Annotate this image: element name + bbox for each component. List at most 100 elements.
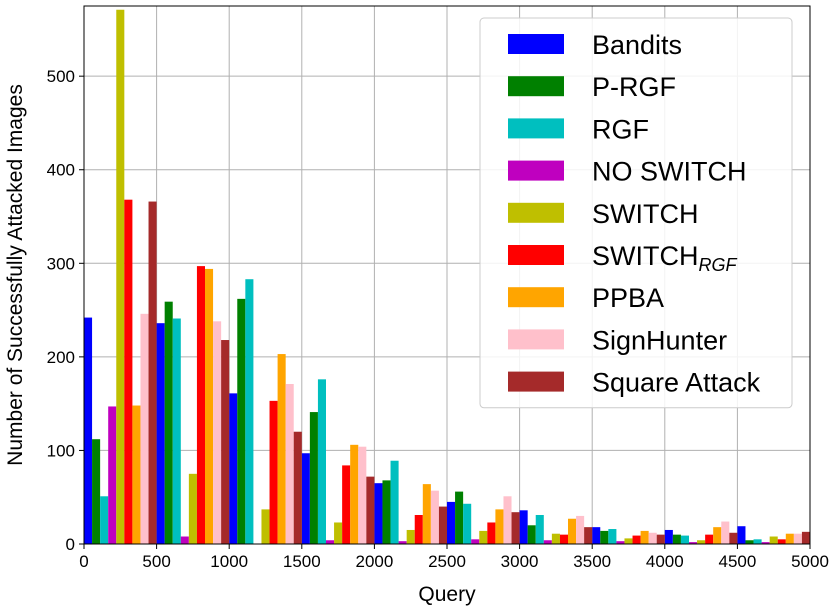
bar-switch-8 xyxy=(697,540,706,544)
bar-ppba-1 xyxy=(205,268,214,544)
bar-p-rgf-0 xyxy=(92,439,101,544)
y-tick-label: 300 xyxy=(47,254,75,273)
bar-switch-rgf-5 xyxy=(487,522,496,544)
bar-switch-rgf-3 xyxy=(342,465,351,544)
bar-switch-3 xyxy=(334,522,343,544)
bar-switch-7 xyxy=(624,538,633,544)
legend-swatch-ppba xyxy=(508,287,564,308)
legend-swatch-switch xyxy=(508,202,564,223)
bar-switch-rgf-1 xyxy=(196,266,205,544)
bar-rgf-4 xyxy=(390,460,399,544)
legend-label-main: P-RGF xyxy=(592,72,676,102)
bar-signhunter-5 xyxy=(503,496,512,544)
legend-label-bandits: Bandits xyxy=(592,30,682,60)
legend: Bandits P-RGF RGF NO SWITCH SWITCH SWITCHRGF P… xyxy=(479,17,793,409)
x-tick-label: 3000 xyxy=(501,552,539,571)
bar-bandits-5 xyxy=(447,501,456,544)
legend-swatch-signhunter xyxy=(508,329,564,350)
bar-square-attack-9 xyxy=(801,531,810,544)
bar-rgf-7 xyxy=(608,529,617,544)
legend-label-switch: SWITCH xyxy=(592,199,698,229)
bar-switch-rgf-7 xyxy=(632,535,641,544)
x-axis-label: Query xyxy=(418,583,476,606)
legend-label-p-rgf: P-RGF xyxy=(592,72,676,102)
bar-p-rgf-8 xyxy=(672,534,681,544)
legend-swatch-switch-rgf xyxy=(508,245,564,265)
bar-p-rgf-7 xyxy=(600,530,609,544)
bar-bandits-6 xyxy=(519,510,528,544)
bar-signhunter-3 xyxy=(358,446,367,544)
bar-switch-2 xyxy=(261,509,270,544)
y-tick-label: 100 xyxy=(47,441,75,460)
bar-signhunter-0 xyxy=(140,313,149,544)
bar-rgf-8 xyxy=(680,535,689,544)
y-tick-label: 200 xyxy=(47,348,75,367)
bar-square-attack-3 xyxy=(366,476,375,544)
legend-label-rgf: RGF xyxy=(592,114,649,144)
bar-switch-4 xyxy=(406,529,415,544)
bar-no-switch-7 xyxy=(616,541,625,544)
legend-label-ppba: PPBA xyxy=(592,283,664,313)
bar-switch-6 xyxy=(551,533,560,544)
bars xyxy=(84,9,810,544)
bar-bandits-9 xyxy=(737,526,746,544)
bar-ppba-9 xyxy=(785,533,794,544)
bar-signhunter-1 xyxy=(213,321,222,544)
bar-bandits-1 xyxy=(156,323,165,544)
legend-label-switch-rgf: SWITCHRGF xyxy=(592,241,737,275)
bar-rgf-0 xyxy=(100,496,109,544)
x-tick-label: 2000 xyxy=(355,552,393,571)
bar-ppba-8 xyxy=(713,527,722,544)
legend-swatch-square-attack xyxy=(508,371,564,392)
bar-square-attack-1 xyxy=(221,340,230,544)
bar-bandits-0 xyxy=(84,317,93,544)
x-tick-label: 2500 xyxy=(428,552,466,571)
bar-square-attack-8 xyxy=(729,532,738,544)
bar-no-switch-4 xyxy=(398,541,407,544)
bar-signhunter-2 xyxy=(285,384,294,544)
bar-switch-rgf-9 xyxy=(777,539,786,544)
bar-rgf-6 xyxy=(535,514,544,544)
bar-ppba-0 xyxy=(132,405,141,544)
bar-ppba-2 xyxy=(277,354,286,544)
x-tick-label: 1500 xyxy=(283,552,321,571)
bar-switch-rgf-4 xyxy=(414,514,423,544)
bar-p-rgf-2 xyxy=(237,298,246,544)
bar-p-rgf-4 xyxy=(382,480,391,544)
bar-rgf-2 xyxy=(245,279,254,544)
legend-label-main: SignHunter xyxy=(592,325,727,355)
y-tick-label: 500 xyxy=(47,67,75,86)
bar-signhunter-4 xyxy=(430,490,439,544)
x-tick-label: 5000 xyxy=(791,552,829,571)
legend-label-subscript: RGF xyxy=(698,255,737,275)
legend-label-main: NO SWITCH xyxy=(592,157,747,187)
legend-label-main: RGF xyxy=(592,114,649,144)
y-tick-label: 400 xyxy=(47,161,75,180)
bar-rgf-5 xyxy=(463,503,472,544)
bar-no-switch-1 xyxy=(180,536,189,544)
bar-no-switch-5 xyxy=(471,539,480,544)
bar-ppba-3 xyxy=(350,444,359,544)
bar-no-switch-3 xyxy=(326,540,335,544)
bar-bandits-3 xyxy=(301,453,310,544)
legend-label-main: Bandits xyxy=(592,30,682,60)
bar-switch-5 xyxy=(479,530,488,544)
bar-signhunter-7 xyxy=(648,532,657,544)
x-tick-label: 0 xyxy=(79,552,88,571)
bar-p-rgf-9 xyxy=(745,540,754,544)
bar-square-attack-0 xyxy=(148,201,157,544)
x-tick-label: 1000 xyxy=(210,552,248,571)
bar-switch-rgf-2 xyxy=(269,400,278,544)
bar-no-switch-9 xyxy=(761,542,770,544)
legend-label-square-attack: Square Attack xyxy=(592,368,761,398)
bar-ppba-6 xyxy=(568,518,577,544)
bar-bandits-2 xyxy=(229,393,238,544)
bar-p-rgf-1 xyxy=(164,301,173,544)
legend-label-no-switch: NO SWITCH xyxy=(592,157,747,187)
bar-rgf-3 xyxy=(317,379,326,544)
legend-swatch-rgf xyxy=(508,118,564,139)
bar-ppba-7 xyxy=(640,530,649,544)
bar-bandits-8 xyxy=(664,529,673,544)
bar-switch-9 xyxy=(769,536,778,544)
legend-label-signhunter: SignHunter xyxy=(592,325,727,355)
